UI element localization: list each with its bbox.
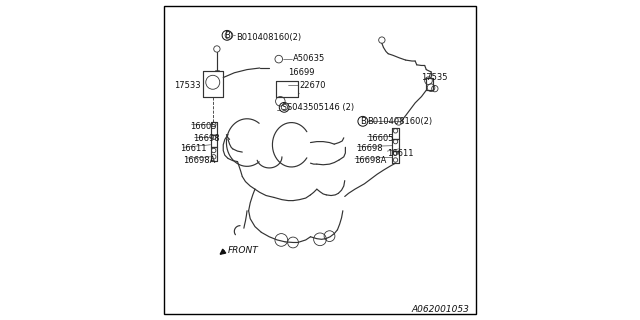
Text: 16611: 16611 [387, 149, 413, 158]
Text: S043505146 (2): S043505146 (2) [287, 103, 354, 112]
Text: 16605: 16605 [367, 134, 394, 143]
Text: B010408160(2): B010408160(2) [367, 117, 433, 126]
Text: 17535: 17535 [422, 73, 448, 82]
Text: A50635: A50635 [293, 54, 325, 63]
Text: 16698A: 16698A [355, 156, 387, 165]
Text: 22670: 22670 [300, 81, 326, 90]
Text: 16611: 16611 [180, 144, 206, 153]
Text: 16605: 16605 [190, 122, 216, 131]
Text: 16699: 16699 [288, 68, 315, 77]
Text: B: B [224, 31, 230, 40]
Text: 16698: 16698 [193, 134, 220, 143]
Text: S: S [282, 103, 287, 112]
FancyBboxPatch shape [164, 6, 476, 314]
Text: A062001053: A062001053 [412, 305, 469, 314]
Text: FRONT: FRONT [228, 246, 259, 255]
Text: 16698A: 16698A [183, 156, 215, 165]
Text: 16698: 16698 [356, 144, 383, 153]
Text: B: B [360, 117, 366, 126]
Text: B010408160(2): B010408160(2) [236, 33, 301, 42]
Text: 17533: 17533 [174, 81, 201, 90]
